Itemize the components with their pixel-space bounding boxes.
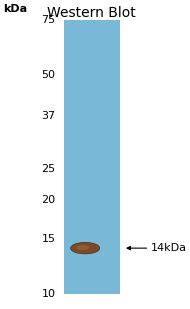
Text: 15: 15 [42,234,56,244]
Ellipse shape [71,242,100,254]
Text: 25: 25 [42,164,56,174]
Text: 20: 20 [42,195,56,205]
Text: Western Blot: Western Blot [48,6,136,20]
Text: 50: 50 [42,70,56,80]
FancyBboxPatch shape [64,20,120,294]
Text: 37: 37 [42,111,56,121]
Ellipse shape [76,245,89,250]
Text: 10: 10 [42,289,56,299]
Text: 14kDa: 14kDa [151,243,187,253]
Text: kDa: kDa [3,4,27,14]
Text: 75: 75 [42,15,56,25]
